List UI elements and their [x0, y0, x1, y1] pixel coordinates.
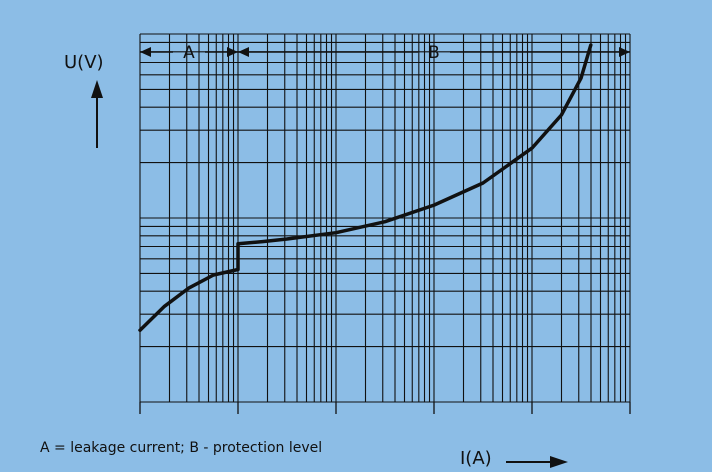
grid — [139, 33, 631, 403]
region-a: A — [140, 43, 238, 63]
arrow-left-icon — [140, 47, 151, 57]
region-b: B — [238, 43, 630, 63]
caption: A = leakage current; B - protection leve… — [40, 440, 322, 456]
arrow-right-icon — [619, 47, 630, 57]
arrow-left-icon — [238, 47, 249, 57]
series-line — [138, 43, 593, 332]
x-axis-label: I(A) — [460, 448, 492, 469]
y-axis-arrow-icon — [91, 80, 103, 148]
curve-layer — [138, 43, 593, 332]
region-label: A — [183, 43, 195, 63]
x-ticks — [139, 402, 631, 414]
x-axis-arrow-icon — [506, 456, 568, 468]
arrow-right-icon — [227, 47, 238, 57]
region-label: B — [428, 43, 440, 63]
y-axis-label: U(V) — [64, 52, 104, 73]
